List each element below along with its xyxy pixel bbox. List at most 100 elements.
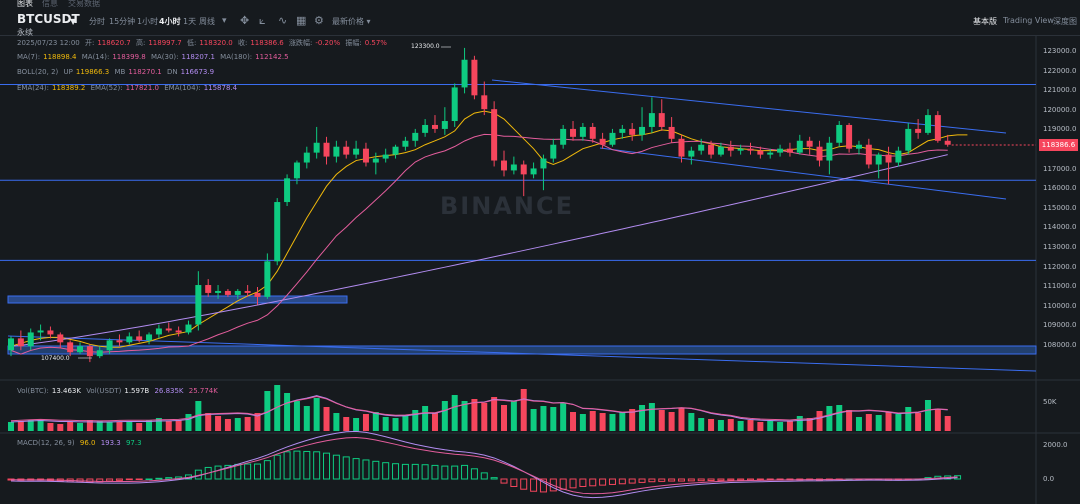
- boll-legend: BOLL(20, 2) UP 119866.3 MB 118270.1 DN 1166…: [17, 68, 217, 76]
- macd-histogram-bar: [451, 465, 459, 480]
- close-value: 118386.6: [250, 39, 284, 47]
- macd-hist-value: 97.3: [125, 439, 142, 447]
- macd-histogram-bar: [372, 460, 380, 480]
- crosshair-icon[interactable]: ✥: [240, 14, 250, 27]
- more-timeframes-icon[interactable]: ▾: [222, 16, 227, 26]
- candle-body: [619, 128, 626, 133]
- macd-histogram-bar: [599, 478, 607, 486]
- volume-bar: [451, 395, 458, 431]
- contract-type: 永续: [17, 28, 33, 37]
- macd-histogram-bar: [204, 466, 212, 480]
- candle-body: [747, 148, 754, 151]
- macd-histogram-bar: [461, 464, 469, 480]
- macd-histogram-bar: [520, 478, 528, 490]
- macd-dea-line: [10, 436, 958, 495]
- volume-bar: [619, 412, 626, 431]
- current-price-tag: 118386.6: [1039, 139, 1078, 151]
- timeframe-4h[interactable]: 4小时: [159, 17, 181, 26]
- macd-histogram-bar: [490, 477, 498, 480]
- vol-btc-value: 13.463K: [51, 387, 81, 395]
- candle-body: [944, 140, 951, 145]
- top-tab-bar: 图表 信息 交易数据: [0, 0, 1080, 8]
- macd-histogram-bar: [539, 478, 547, 493]
- timeframe-15m[interactable]: 15分钟: [109, 17, 136, 26]
- volume-bar: [747, 420, 754, 431]
- ema24-label: EMA(24):: [17, 84, 49, 92]
- layout-icon[interactable]: ▦: [296, 14, 307, 27]
- price-tick: 116000.0: [1043, 184, 1077, 192]
- volume-bar: [146, 420, 153, 431]
- ma14-label: MA(14):: [81, 53, 110, 61]
- macd-histogram-bar: [431, 464, 439, 480]
- tab-info[interactable]: 信息: [42, 0, 58, 8]
- macd-histogram-bar: [115, 478, 123, 481]
- volume-ma-line: [10, 395, 948, 422]
- price-tick: 114000.0: [1043, 223, 1077, 231]
- price-tick: 109000.0: [1043, 321, 1077, 329]
- volume-bar: [717, 420, 724, 431]
- macd-axis-top: 2000.0: [1043, 441, 1068, 449]
- indicator-icon[interactable]: ∿: [278, 14, 288, 27]
- macd-histogram-bar: [579, 478, 587, 487]
- macd-histogram-bar: [628, 478, 636, 484]
- macd-histogram-bar: [707, 478, 715, 482]
- macd-histogram-bar: [244, 463, 252, 480]
- macd-histogram-bar: [323, 452, 331, 480]
- candle-body: [816, 146, 823, 161]
- candle-body: [126, 336, 133, 343]
- candle-body: [491, 109, 498, 161]
- symbol-name[interactable]: BTCUSDT: [17, 12, 80, 26]
- candle-body: [323, 142, 330, 157]
- candle-body: [826, 142, 833, 161]
- volume-bar: [885, 412, 892, 431]
- candle-body: [708, 144, 715, 155]
- boll-mb-label: MB: [114, 68, 126, 76]
- volume-bar: [215, 416, 222, 431]
- candle-body: [639, 126, 646, 135]
- candle-body: [362, 148, 369, 163]
- price-type-select[interactable]: 最新价格 ▾: [332, 17, 371, 26]
- rectangle-zone-drawing: [7, 345, 1037, 355]
- settings-icon[interactable]: ⚙: [314, 14, 324, 27]
- macd-histogram-bar: [342, 456, 350, 480]
- ma7-value: 118898.4: [43, 53, 77, 61]
- volume-bar: [47, 423, 54, 431]
- candle-body: [274, 202, 281, 262]
- candle-body: [17, 338, 24, 347]
- candle-body: [678, 138, 685, 157]
- timeframe-1h[interactable]: 1小时: [137, 17, 159, 26]
- view-basic-button[interactable]: 基本版: [973, 17, 997, 26]
- candle-body: [451, 87, 458, 122]
- symbol-dropdown-icon[interactable]: ▼: [70, 17, 77, 26]
- volume-bar: [77, 423, 84, 431]
- tab-chart[interactable]: 图表: [17, 0, 33, 8]
- candle-body: [560, 128, 567, 145]
- exchange-watermark: BINANCE: [440, 192, 574, 220]
- macd-histogram-bar: [687, 478, 695, 482]
- volume-bar: [540, 406, 547, 431]
- volume-bar: [106, 422, 113, 431]
- view-tradingview-button[interactable]: Trading View: [1003, 16, 1054, 25]
- candle-body: [609, 132, 616, 145]
- macd-histogram-bar: [530, 478, 538, 492]
- ma-legend: MA(7): 118898.4 MA(14): 118399.8 MA(30): 11…: [17, 53, 292, 61]
- candle-body: [205, 285, 212, 293]
- view-depth-button[interactable]: 深度图: [1053, 17, 1077, 26]
- tab-trading-data[interactable]: 交易数据: [68, 0, 100, 8]
- chart-type-icon[interactable]: ⟀: [259, 14, 266, 27]
- volume-bar: [806, 418, 813, 431]
- candle-body: [540, 158, 547, 169]
- ema52-label: EMA(52):: [90, 84, 123, 92]
- macd-histogram-bar: [677, 478, 685, 482]
- macd-histogram-bar: [559, 478, 567, 490]
- candle-body: [47, 330, 54, 335]
- volume-bar: [126, 421, 133, 431]
- macd-histogram-bar: [648, 478, 656, 483]
- candle-body: [86, 346, 93, 357]
- volume-bar: [412, 410, 419, 431]
- timeframe-tick[interactable]: 分时: [89, 17, 105, 26]
- timeframe-1d[interactable]: 1天: [183, 17, 197, 26]
- change-value: -0.20%: [315, 39, 341, 47]
- timeframe-1w[interactable]: 周线: [199, 17, 215, 26]
